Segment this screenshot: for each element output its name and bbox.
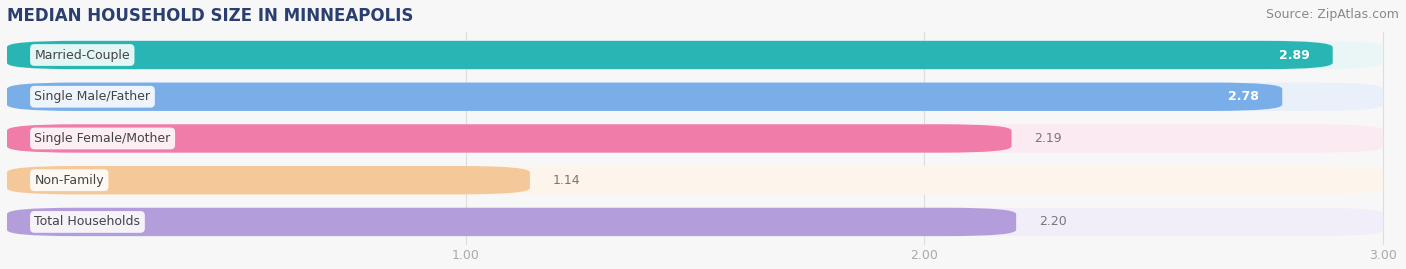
FancyBboxPatch shape [7,208,1017,236]
Text: Non-Family: Non-Family [35,174,104,187]
Text: Source: ZipAtlas.com: Source: ZipAtlas.com [1265,8,1399,21]
Text: 1.14: 1.14 [553,174,581,187]
Text: Married-Couple: Married-Couple [35,48,131,62]
Text: MEDIAN HOUSEHOLD SIZE IN MINNEAPOLIS: MEDIAN HOUSEHOLD SIZE IN MINNEAPOLIS [7,7,413,25]
FancyBboxPatch shape [7,166,1384,194]
Text: Total Households: Total Households [35,215,141,228]
Text: Single Female/Mother: Single Female/Mother [35,132,170,145]
FancyBboxPatch shape [7,166,530,194]
Text: 2.20: 2.20 [1039,215,1067,228]
FancyBboxPatch shape [7,124,1011,153]
FancyBboxPatch shape [7,41,1384,69]
FancyBboxPatch shape [7,83,1282,111]
Text: Single Male/Father: Single Male/Father [35,90,150,103]
Text: 2.89: 2.89 [1279,48,1310,62]
Text: 2.78: 2.78 [1229,90,1260,103]
Text: 2.19: 2.19 [1035,132,1062,145]
FancyBboxPatch shape [7,41,1333,69]
FancyBboxPatch shape [7,208,1384,236]
FancyBboxPatch shape [7,83,1384,111]
FancyBboxPatch shape [7,124,1384,153]
